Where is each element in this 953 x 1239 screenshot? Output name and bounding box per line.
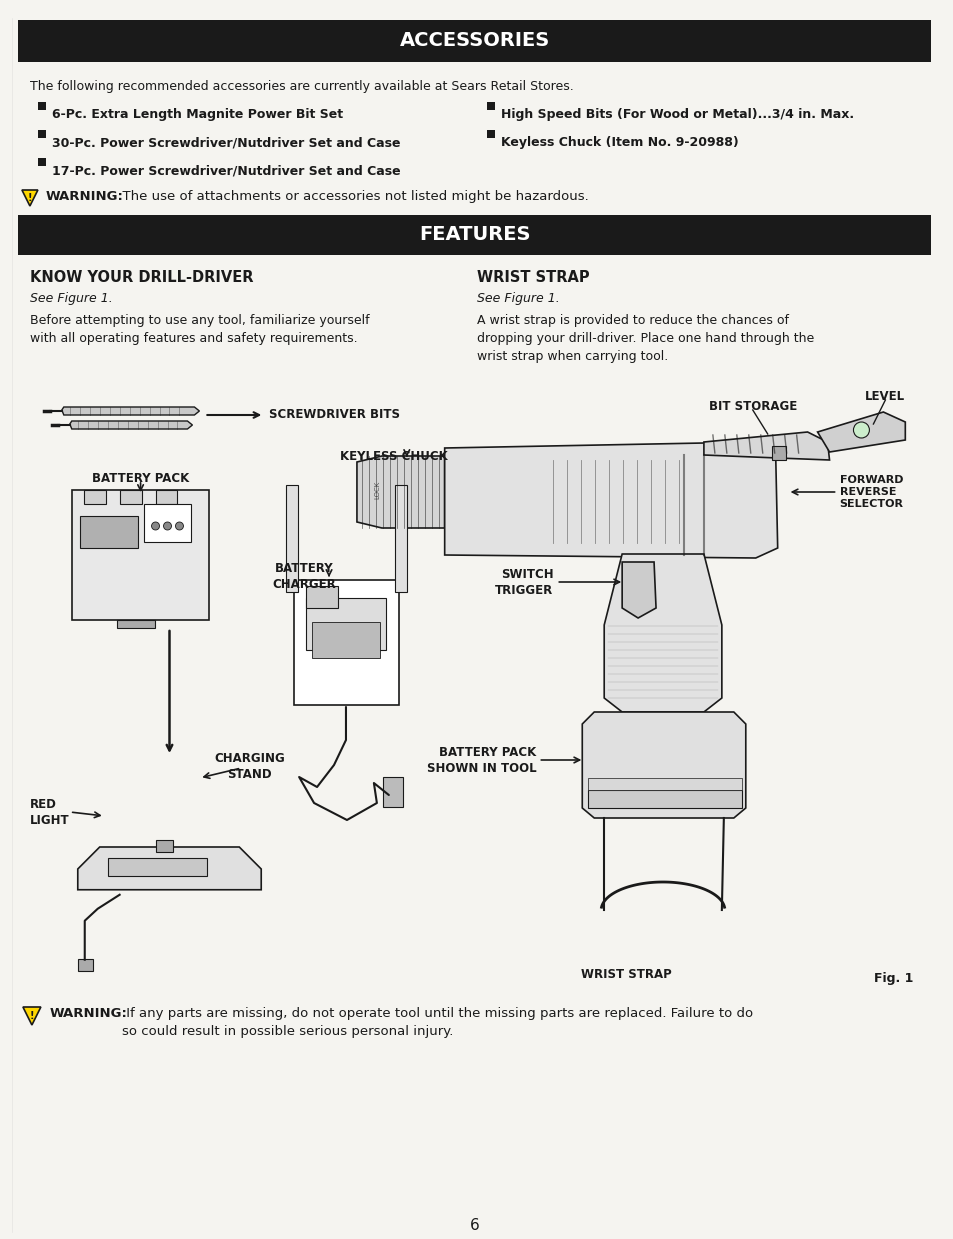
Text: Keyless Chuck (Item No. 9-20988): Keyless Chuck (Item No. 9-20988) [500, 136, 738, 149]
Bar [18, 216, 930, 255]
Polygon shape [78, 847, 261, 890]
Circle shape [152, 522, 159, 530]
Polygon shape [22, 190, 38, 206]
Text: WARNING:: WARNING: [50, 1007, 128, 1020]
Bar [38, 102, 46, 110]
Text: LOCK: LOCK [374, 481, 379, 499]
Text: WRIST STRAP: WRIST STRAP [476, 270, 589, 285]
Bar [78, 959, 92, 970]
Polygon shape [444, 442, 777, 558]
Text: BATTERY PACK: BATTERY PACK [91, 472, 189, 484]
Text: 30-Pc. Power Screwdriver/Nutdriver Set and Case: 30-Pc. Power Screwdriver/Nutdriver Set a… [51, 136, 400, 149]
Text: 6: 6 [469, 1218, 479, 1233]
Text: FEATURES: FEATURES [418, 225, 530, 244]
Text: High Speed Bits (For Wood or Metal)...3/4 in. Max.: High Speed Bits (For Wood or Metal)...3/… [500, 108, 853, 121]
Circle shape [175, 522, 183, 530]
Text: RED
LIGHT: RED LIGHT [30, 798, 70, 826]
FancyBboxPatch shape [294, 580, 398, 705]
Bar [38, 159, 46, 166]
Polygon shape [62, 406, 199, 415]
Bar [38, 130, 46, 138]
Text: SWITCH
TRIGGER: SWITCH TRIGGER [495, 567, 553, 596]
Polygon shape [817, 413, 904, 452]
Bar [119, 489, 141, 504]
Bar [116, 620, 154, 628]
Text: KNOW YOUR DRILL-DRIVER: KNOW YOUR DRILL-DRIVER [30, 270, 253, 285]
Text: BIT STORAGE: BIT STORAGE [708, 400, 796, 413]
Bar [588, 790, 741, 808]
Bar [84, 489, 106, 504]
Text: A wrist strap is provided to reduce the chances of
dropping your drill-driver. P: A wrist strap is provided to reduce the … [476, 313, 813, 363]
Text: FORWARD
REVERSE
SELECTOR: FORWARD REVERSE SELECTOR [839, 475, 902, 509]
Bar [588, 778, 741, 790]
Polygon shape [603, 554, 721, 712]
Bar [486, 130, 494, 138]
Text: WARNING:: WARNING: [46, 190, 124, 203]
Text: !: ! [28, 193, 32, 203]
Bar [312, 622, 379, 658]
Text: 6-Pc. Extra Length Magnite Power Bit Set: 6-Pc. Extra Length Magnite Power Bit Set [51, 108, 343, 121]
Bar [80, 515, 137, 548]
Polygon shape [356, 456, 444, 528]
Text: See Figure 1.: See Figure 1. [476, 292, 558, 305]
Text: If any parts are missing, do not operate tool until the missing parts are replac: If any parts are missing, do not operate… [122, 1007, 752, 1038]
Text: SCREWDRIVER BITS: SCREWDRIVER BITS [269, 409, 399, 421]
Bar [155, 489, 177, 504]
Bar [395, 484, 406, 592]
Bar [18, 20, 930, 62]
Text: ACCESSORIES: ACCESSORIES [399, 31, 549, 51]
Text: WRIST STRAP: WRIST STRAP [580, 968, 671, 981]
Text: Before attempting to use any tool, familiarize yourself
with all operating featu: Before attempting to use any tool, famil… [30, 313, 369, 344]
Bar [771, 446, 785, 460]
Text: CHARGING
STAND: CHARGING STAND [213, 752, 284, 781]
Circle shape [853, 422, 868, 439]
Text: BATTERY
CHARGER: BATTERY CHARGER [272, 563, 335, 591]
Text: Fig. 1: Fig. 1 [873, 973, 912, 985]
Bar [306, 586, 337, 608]
Bar [486, 102, 494, 110]
Polygon shape [703, 432, 829, 460]
Text: 17-Pc. Power Screwdriver/Nutdriver Set and Case: 17-Pc. Power Screwdriver/Nutdriver Set a… [51, 164, 400, 177]
Bar [286, 484, 297, 592]
Bar [143, 504, 192, 541]
FancyBboxPatch shape [71, 489, 209, 620]
Text: The use of attachments or accessories not listed might be hazardous.: The use of attachments or accessories no… [113, 190, 588, 203]
Text: See Figure 1.: See Figure 1. [30, 292, 112, 305]
Polygon shape [621, 563, 656, 618]
Polygon shape [581, 712, 745, 818]
Circle shape [163, 522, 172, 530]
Bar [155, 840, 173, 852]
Text: KEYLESS CHUCK: KEYLESS CHUCK [339, 450, 447, 463]
Bar [306, 598, 385, 650]
Bar [382, 777, 402, 807]
Bar [108, 857, 207, 876]
Text: !: ! [30, 1011, 34, 1021]
Text: The following recommended accessories are currently available at Sears Retail St: The following recommended accessories ar… [30, 81, 573, 93]
Text: BATTERY PACK
SHOWN IN TOOL: BATTERY PACK SHOWN IN TOOL [426, 746, 536, 774]
Polygon shape [70, 421, 193, 429]
Polygon shape [23, 1007, 41, 1025]
Text: LEVEL: LEVEL [864, 390, 904, 403]
